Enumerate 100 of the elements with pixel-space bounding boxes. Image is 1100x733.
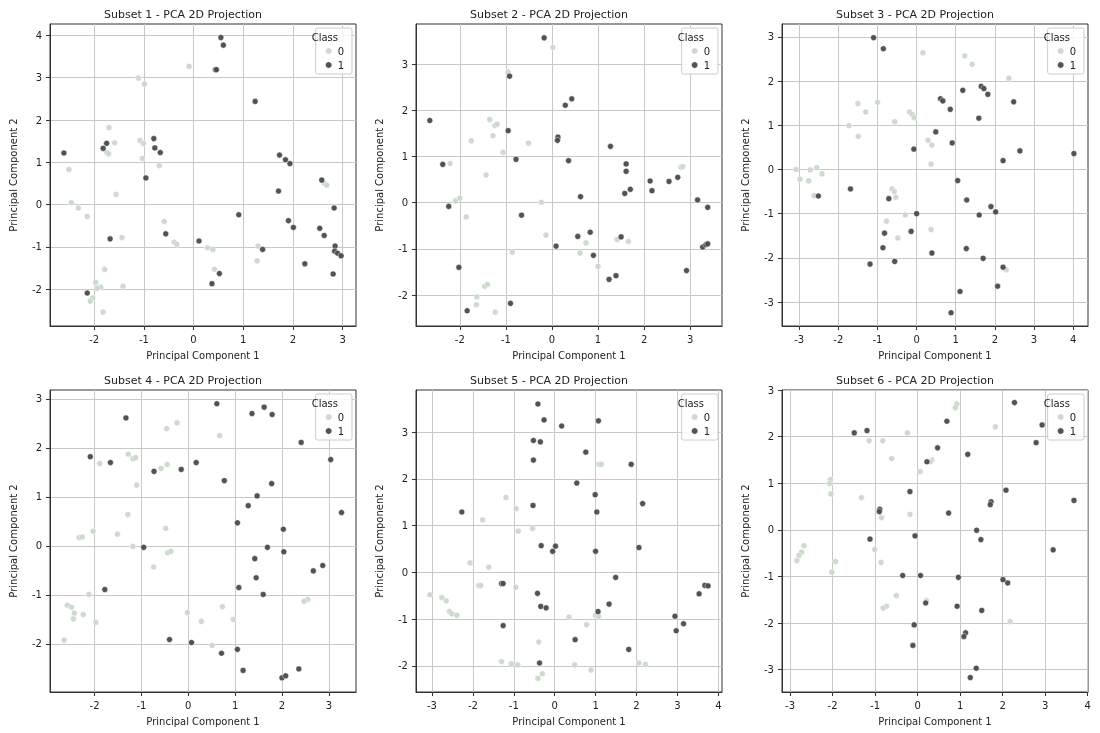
x-axis-title: Principal Component 1 bbox=[512, 349, 626, 361]
x-tick-label: 0 bbox=[548, 333, 556, 345]
chart-title: Subset 3 - PCA 2D Projection bbox=[836, 8, 994, 21]
x-tick-label: -3 bbox=[794, 333, 805, 345]
chart-title: Subset 1 - PCA 2D Projection bbox=[104, 8, 262, 21]
y-tick-label: -2 bbox=[398, 289, 408, 301]
x-tick-label: -2 bbox=[833, 333, 844, 345]
x-tick-label: 1 bbox=[952, 333, 959, 345]
chart-title: Subset 4 - PCA 2D Projection bbox=[104, 374, 262, 387]
x-tick-label: 1 bbox=[231, 699, 239, 711]
y-tick-label: 2 bbox=[401, 104, 408, 116]
legend-label: 1 bbox=[1069, 59, 1077, 71]
y-axis-title: Principal Component 2 bbox=[7, 118, 19, 232]
y-tick-label: 3 bbox=[401, 426, 408, 438]
x-tick-label: -2 bbox=[89, 333, 100, 345]
x-tick-label: 2 bbox=[633, 699, 640, 711]
y-tick-label: 3 bbox=[35, 393, 42, 405]
legend-label: 0 bbox=[703, 411, 711, 423]
x-tick-label: 2 bbox=[278, 699, 286, 711]
y-tick-label: -1 bbox=[398, 243, 408, 255]
y-tick-label: -1 bbox=[32, 241, 42, 253]
y-tick-label: 1 bbox=[35, 491, 42, 503]
x-tick-label: 2 bbox=[991, 333, 999, 345]
x-axis-title: Principal Component 1 bbox=[878, 715, 992, 727]
y-tick-label: 3 bbox=[35, 72, 42, 84]
x-tick-label: -3 bbox=[785, 699, 796, 711]
x-tick-label: 2 bbox=[289, 333, 297, 345]
x-tick-label: 3 bbox=[1041, 699, 1049, 711]
x-tick-label: 3 bbox=[674, 699, 681, 711]
y-tick-label: 1 bbox=[767, 119, 774, 131]
legend-title: Class bbox=[1043, 397, 1070, 409]
x-axis-title: Principal Component 1 bbox=[146, 715, 260, 727]
y-tick-label: 2 bbox=[35, 442, 42, 454]
x-tick-label: 4 bbox=[715, 699, 722, 711]
x-axis-title: Principal Component 1 bbox=[878, 349, 992, 361]
x-tick-label: -1 bbox=[500, 333, 511, 345]
y-axis-title: Principal Component 2 bbox=[739, 118, 751, 232]
x-tick-label: 3 bbox=[687, 333, 694, 345]
y-tick-label: -1 bbox=[398, 613, 408, 625]
x-tick-label: -1 bbox=[870, 699, 881, 711]
y-tick-label: 2 bbox=[767, 431, 774, 443]
y-tick-label: -1 bbox=[764, 208, 774, 220]
y-tick-label: 0 bbox=[767, 163, 774, 175]
y-tick-label: 4 bbox=[35, 29, 42, 41]
y-axis-title: Principal Component 2 bbox=[373, 118, 385, 232]
x-tick-label: 3 bbox=[339, 333, 346, 345]
legend-label: 0 bbox=[337, 411, 345, 423]
y-tick-label: 0 bbox=[35, 199, 42, 211]
y-tick-label: 0 bbox=[401, 197, 408, 209]
x-tick-label: 3 bbox=[1030, 333, 1038, 345]
chart-title: Subset 5 - PCA 2D Projection bbox=[470, 374, 628, 387]
x-tick-label: 1 bbox=[592, 699, 599, 711]
y-tick-label: 0 bbox=[401, 566, 408, 578]
legend-label: 1 bbox=[703, 425, 711, 437]
x-tick-label: 2 bbox=[640, 333, 648, 345]
y-axis-title: Principal Component 2 bbox=[7, 484, 19, 598]
y-tick-label: 1 bbox=[767, 477, 774, 489]
x-tick-label: -2 bbox=[827, 699, 838, 711]
legend-label: 1 bbox=[337, 425, 345, 437]
y-tick-label: -2 bbox=[764, 617, 774, 629]
legend-title: Class bbox=[677, 31, 704, 43]
x-tick-label: -2 bbox=[467, 699, 478, 711]
x-tick-label: -1 bbox=[138, 333, 149, 345]
y-tick-label: -1 bbox=[764, 570, 774, 582]
y-tick-label: 2 bbox=[35, 114, 42, 126]
y-tick-label: -2 bbox=[764, 252, 774, 264]
y-tick-label: 0 bbox=[767, 524, 774, 536]
x-tick-label: 0 bbox=[190, 333, 197, 345]
x-tick-label: -3 bbox=[426, 699, 437, 711]
x-tick-label: 1 bbox=[240, 333, 247, 345]
legend-label: 0 bbox=[337, 45, 345, 57]
legend-title: Class bbox=[311, 397, 338, 409]
x-tick-label: -1 bbox=[872, 333, 883, 345]
y-tick-label: -3 bbox=[764, 296, 774, 308]
legend-label: 1 bbox=[703, 59, 711, 71]
y-tick-label: 1 bbox=[401, 151, 408, 163]
y-tick-label: -1 bbox=[32, 589, 42, 601]
x-tick-label: 2 bbox=[999, 699, 1006, 711]
x-axis-title: Principal Component 1 bbox=[512, 715, 626, 727]
legend-label: 1 bbox=[1069, 425, 1077, 437]
y-tick-label: 3 bbox=[401, 58, 408, 70]
y-tick-label: 2 bbox=[401, 473, 408, 485]
x-tick-label: -1 bbox=[136, 699, 147, 711]
x-tick-label: 0 bbox=[913, 333, 920, 345]
y-tick-label: 3 bbox=[767, 384, 774, 396]
y-tick-label: 1 bbox=[401, 520, 408, 532]
x-tick-label: 4 bbox=[1069, 333, 1077, 345]
legend-label: 0 bbox=[703, 45, 711, 57]
legend-label: 0 bbox=[1069, 45, 1077, 57]
x-tick-label: 1 bbox=[956, 699, 964, 711]
chart-title: Subset 6 - PCA 2D Projection bbox=[836, 374, 994, 387]
y-tick-label: 2 bbox=[767, 75, 774, 87]
x-tick-label: -1 bbox=[508, 699, 519, 711]
x-axis-title: Principal Component 1 bbox=[146, 349, 260, 361]
y-tick-label: -2 bbox=[32, 283, 42, 295]
x-tick-label: -2 bbox=[89, 699, 100, 711]
x-tick-label: -2 bbox=[454, 333, 465, 345]
y-tick-label: -2 bbox=[398, 660, 408, 672]
legend-label: 1 bbox=[337, 59, 345, 71]
y-tick-label: -2 bbox=[32, 638, 42, 650]
